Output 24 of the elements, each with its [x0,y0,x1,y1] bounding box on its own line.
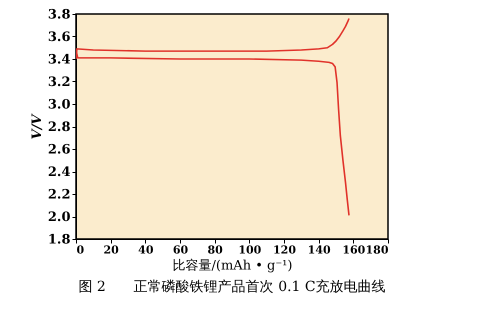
x-tick-label: 180 [366,244,389,256]
x-tick-label: 160 [342,244,366,256]
x-tick-label: 100 [238,244,262,256]
text: 图 2 正常磷酸铁锂产品首次 0.1 C充放电曲线 [78,279,386,295]
x-tick-label: 60 [172,244,188,256]
x-tick-label: 140 [308,244,331,256]
y-tick-label: 1.8 [48,232,70,248]
y-tick-label: 2.4 [48,165,70,180]
x-tick-label: 20 [104,244,120,256]
y-tick-label: 3.0 [48,98,70,112]
y-tick-label: 2.0 [48,210,70,225]
y-tick-label: 3.6 [48,30,70,45]
x-tick-label: 120 [273,244,296,256]
y-axis-title: V/V [30,112,45,140]
x-tick-label: 40 [138,244,154,256]
y-tick-label: 3.8 [48,8,70,22]
y-tick-label: 2.6 [48,142,70,158]
x-axis-title: 比容量/(mAh • g⁻¹) [172,258,292,274]
y-tick-label: 3.2 [48,75,70,90]
y-tick-label: 2.8 [48,120,70,135]
y-tick-label: 3.4 [48,52,70,68]
x-tick-label: 0 [76,244,84,256]
y-tick-label: 2.2 [48,188,70,202]
x-tick-label: 80 [208,244,224,256]
